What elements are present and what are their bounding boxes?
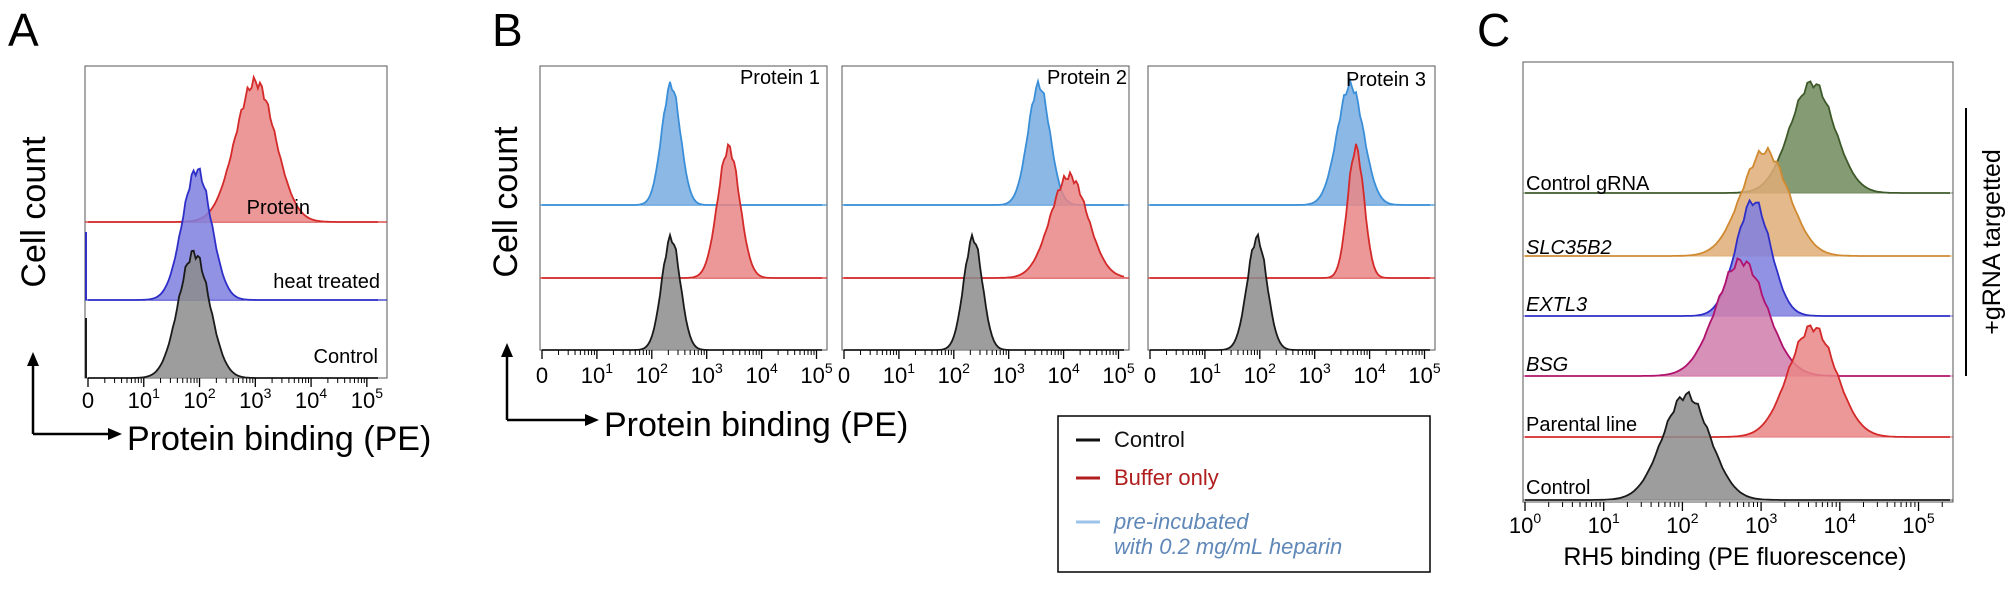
c-control-grna-line <box>1525 80 1950 194</box>
b2-heparin-line <box>844 77 1124 206</box>
c-tick-label: 104 <box>1824 510 1856 538</box>
a-tick-label: 104 <box>295 385 327 413</box>
a-tick-label: 102 <box>183 385 215 413</box>
c-tick-label: 100 <box>1509 510 1541 538</box>
b1-tick-label: 105 <box>800 360 832 388</box>
b1-tick-label: 104 <box>745 360 777 388</box>
b3-buffer-fill <box>1150 143 1430 278</box>
b2-tick-label: 0 <box>838 363 850 388</box>
panel-letter-a: A <box>8 4 39 56</box>
a-tick-label: 105 <box>351 385 383 413</box>
b3-control-line <box>1150 232 1430 351</box>
b1-control-fill <box>542 235 822 350</box>
b1-heparin-line <box>542 81 822 206</box>
panel-c-histograms <box>1523 80 1953 501</box>
panel-b-ylabel: Cell count <box>487 126 525 278</box>
label-protein: Protein <box>247 197 310 219</box>
row-label-parental: Parental line <box>1526 414 1637 436</box>
a-tick-label: 101 <box>128 385 160 413</box>
c-bsg-fill <box>1525 258 1950 376</box>
b1-tick-label: 103 <box>691 360 723 388</box>
legend-heparin-line1: pre-incubated <box>1113 509 1249 534</box>
panel-b-xlabel: Protein binding (PE) <box>604 406 908 444</box>
row-label-extl3: EXTL3 <box>1526 294 1587 316</box>
panel-a-x-ticks: 0 101 102 103 104 105 <box>82 378 383 413</box>
c-extl3-line <box>1525 198 1950 317</box>
c-control-grna-fill <box>1525 81 1950 193</box>
panel-a-histograms <box>85 74 387 379</box>
panel-b-axis-arrows <box>501 343 599 426</box>
panel-c-xlabel: RH5 binding (PE fluorescence) <box>1563 543 1906 571</box>
a-protein-line <box>88 74 378 223</box>
b3-buffer-line <box>1150 143 1430 279</box>
b3-tick-label: 102 <box>1244 360 1276 388</box>
b1-buffer-line <box>542 142 822 279</box>
c-control-line <box>1525 390 1950 501</box>
b3-heparin-line <box>1150 76 1430 206</box>
panel-a-xlabel: Protein binding (PE) <box>127 420 431 458</box>
c-bsg-line <box>1525 257 1950 377</box>
b1-tick-label: 0 <box>536 363 548 388</box>
b3-control-fill <box>1150 234 1430 350</box>
c-tick-label: 102 <box>1666 510 1698 538</box>
panel-c-frame <box>1522 61 1954 503</box>
subplot-title-protein-2: Protein 2 <box>1047 67 1127 89</box>
grna-bracket-label: +gRNA targetted <box>1978 149 2006 335</box>
row-label-control-grna: Control gRNA <box>1526 173 1650 195</box>
subplot-title-protein-1: Protein 1 <box>740 67 820 89</box>
b2-control-fill <box>844 235 1124 350</box>
panel-a-axis-arrows <box>27 352 122 440</box>
subplot-title-protein-3: Protein 3 <box>1346 69 1426 91</box>
panel-b-histograms <box>540 76 1435 351</box>
b2-tick-label: 103 <box>993 360 1025 388</box>
row-label-control-c: Control <box>1526 477 1590 499</box>
panel-a-ylabel: Cell count <box>15 136 53 288</box>
b2-buffer-fill <box>844 172 1124 278</box>
c-parental-fill <box>1525 325 1950 437</box>
a-tick-label: 0 <box>82 388 94 413</box>
c-tick-label: 105 <box>1902 510 1934 538</box>
c-tick-label: 101 <box>1588 510 1620 538</box>
b3-tick-label: 103 <box>1299 360 1331 388</box>
panel-letter-b: B <box>492 4 523 56</box>
row-label-bsg: BSG <box>1526 354 1568 376</box>
b3-tick-label: 105 <box>1408 360 1440 388</box>
b2-tick-label: 101 <box>883 360 915 388</box>
legend: Control Buffer only pre-incubated with 0… <box>1057 415 1431 573</box>
b2-buffer-line <box>844 170 1125 279</box>
row-label-slc35b2: SLC35B2 <box>1526 237 1612 259</box>
label-heat-treated: heat treated <box>273 271 380 293</box>
c-parental-line <box>1525 324 1950 438</box>
panel-letter-c: C <box>1477 4 1510 56</box>
b1-tick-label: 102 <box>636 360 668 388</box>
b1-tick-label: 101 <box>581 360 613 388</box>
panel-b-x-ticks: 0 101 102 103 104 105 0 101 102 103 104 105 0 101 102 1… <box>536 350 1441 388</box>
a-tick-label: 103 <box>239 385 271 413</box>
b3-tick-label: 104 <box>1353 360 1385 388</box>
label-control-a: Control <box>314 346 378 368</box>
b3-tick-label: 0 <box>1144 363 1156 388</box>
a-heat-line <box>88 167 378 301</box>
legend-buffer: Buffer only <box>1114 465 1219 490</box>
b2-tick-label: 104 <box>1047 360 1079 388</box>
b2-heparin-fill <box>844 81 1124 205</box>
b2-tick-label: 105 <box>1102 360 1134 388</box>
a-control-line <box>88 249 378 379</box>
b1-heparin-fill <box>542 81 822 205</box>
c-slc35b2-line <box>1525 145 1950 257</box>
legend-control: Control <box>1114 427 1185 452</box>
panel-b3-frame <box>1147 65 1436 351</box>
b3-heparin-fill <box>1150 80 1430 205</box>
legend-heparin-line2: with 0.2 mg/mL heparin <box>1114 534 1342 559</box>
b2-tick-label: 102 <box>938 360 970 388</box>
b3-tick-label: 101 <box>1189 360 1221 388</box>
panel-c-x-ticks: 100 101 102 103 104 105 <box>1509 502 1943 538</box>
c-tick-label: 103 <box>1745 510 1777 538</box>
legend-box <box>1057 415 1431 573</box>
